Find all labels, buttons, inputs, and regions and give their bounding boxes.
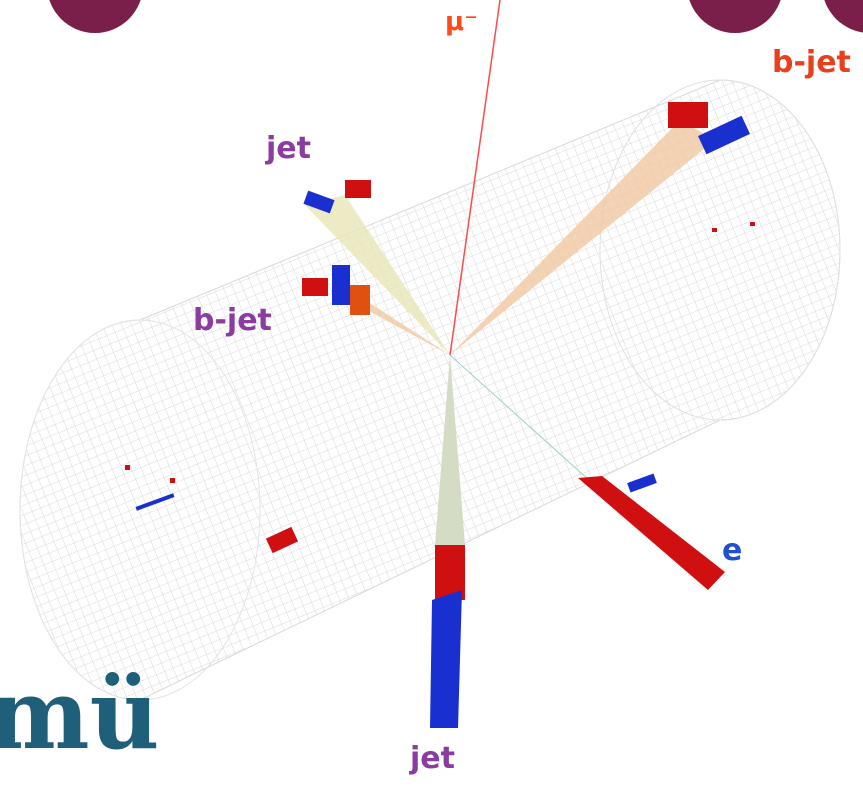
muon-label: μ⁻ xyxy=(445,7,478,37)
jet-label: jet xyxy=(265,131,311,166)
end-cap xyxy=(599,79,841,421)
bjet-label: b-jet xyxy=(772,45,851,80)
end-cap xyxy=(19,319,261,701)
decor-circle xyxy=(824,0,863,33)
electron-label: e xyxy=(722,533,742,568)
muon-track xyxy=(449,0,501,356)
cone xyxy=(450,120,715,355)
caption-fragment: mü xyxy=(0,658,159,771)
bjet-label: b-jet xyxy=(193,303,272,338)
cone xyxy=(435,355,465,545)
jet-label: jet xyxy=(409,741,455,776)
decor-circle xyxy=(49,0,141,33)
cone xyxy=(305,195,450,355)
electron-track xyxy=(449,354,601,491)
energy-deposits xyxy=(125,102,755,728)
decor-circle xyxy=(689,0,781,33)
detector-cylinder xyxy=(19,79,841,701)
